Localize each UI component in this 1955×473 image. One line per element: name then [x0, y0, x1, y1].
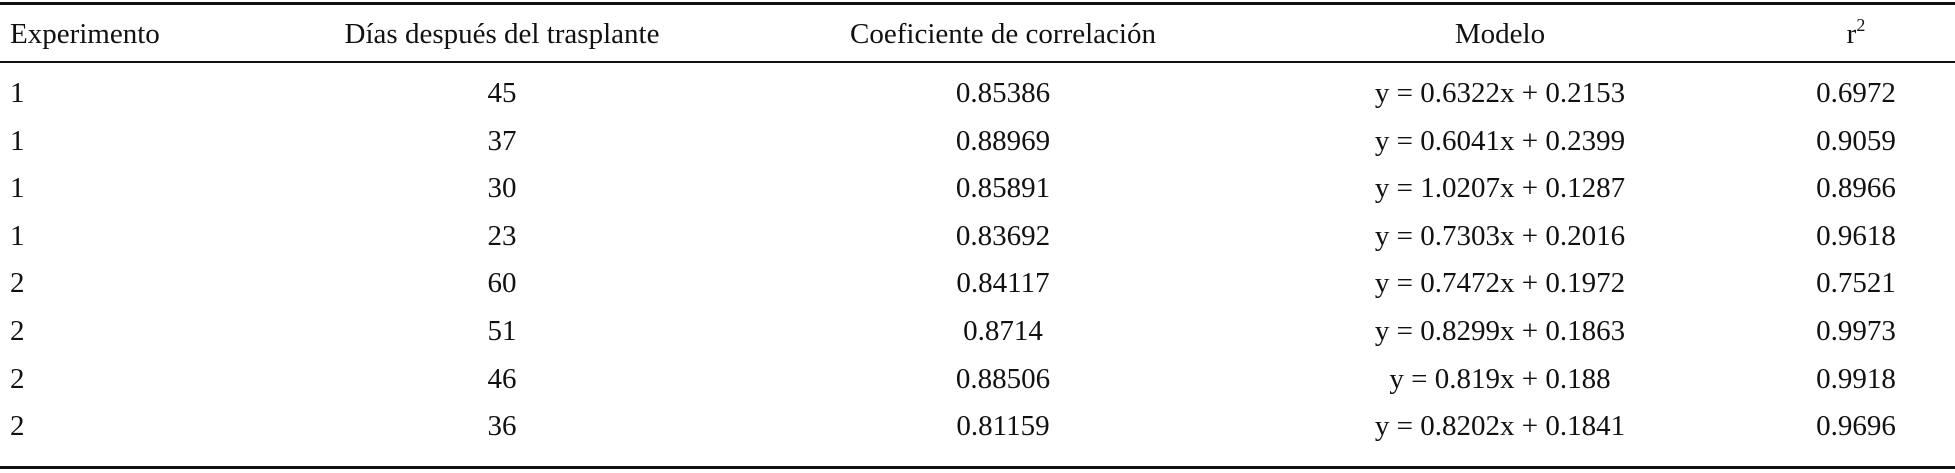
model-cell: y = 0.7303x + 0.2016	[1374, 219, 1626, 252]
days-after-transplant-cell: 30	[487, 172, 517, 205]
r-squared-cell: 0.9973	[1816, 315, 1896, 347]
header-cell: Experimento	[10, 18, 160, 50]
correlation-coefficient-cell: 0.81159	[956, 410, 1050, 443]
experiment-cell: 2	[10, 267, 25, 300]
experiment-cell: 2	[10, 410, 25, 443]
correlation-coefficient-cell: 0.84117	[956, 267, 1050, 300]
bottom-rule	[0, 466, 1955, 469]
days-after-transplant-cell: 46	[487, 362, 517, 395]
r-squared-cell: 0.9918	[1816, 362, 1896, 395]
days-after-transplant-cell: 45	[487, 77, 517, 109]
days-after-transplant-cell: 37	[487, 124, 517, 157]
r-squared-cell: 0.9618	[1816, 219, 1896, 252]
model-cell: y = 0.6041x + 0.2399	[1374, 124, 1626, 157]
header-superscript: 2	[1856, 15, 1866, 35]
model-cell: y = 0.7472x + 0.1972	[1374, 267, 1626, 300]
model-cell: y = 1.0207x + 0.1287	[1374, 172, 1626, 205]
days-after-transplant-cell: 51	[487, 315, 517, 347]
r-squared-cell: 0.9696	[1816, 410, 1896, 443]
header-rule	[0, 61, 1955, 63]
days-after-transplant-cell: 60	[487, 267, 517, 300]
experiment-cell: 2	[10, 315, 25, 347]
model-cell: y = 0.8299x + 0.1863	[1374, 315, 1626, 347]
header-cell: r2	[1847, 16, 1866, 52]
correlation-coefficient-cell: 0.85386	[955, 77, 1051, 109]
experiment-cell: 1	[10, 124, 25, 157]
header-cell: Días después del trasplante	[344, 18, 660, 50]
correlation-coefficient-cell: 0.85891	[955, 172, 1051, 205]
experiment-cell: 1	[10, 172, 25, 205]
model-cell: y = 0.8202x + 0.1841	[1374, 410, 1626, 443]
header-text: r	[1846, 18, 1857, 50]
r-squared-cell: 0.7521	[1816, 267, 1896, 300]
experiment-cell: 2	[10, 362, 25, 395]
r-squared-cell: 0.9059	[1816, 124, 1896, 157]
experiment-cell: 1	[10, 219, 25, 252]
header-cell: Modelo	[1454, 18, 1546, 50]
days-after-transplant-cell: 36	[487, 410, 517, 443]
correlation-coefficient-cell: 0.88506	[955, 362, 1051, 395]
correlation-coefficient-cell: 0.88969	[955, 124, 1051, 157]
model-cell: y = 0.819x + 0.188	[1389, 362, 1611, 395]
correlation-coefficient-cell: 0.8714	[963, 315, 1043, 347]
header-cell: Coeficiente de correlación	[850, 18, 1156, 50]
experiment-cell: 1	[10, 77, 25, 109]
model-cell: y = 0.6322x + 0.2153	[1374, 77, 1626, 109]
days-after-transplant-cell: 23	[487, 219, 517, 252]
r-squared-cell: 0.8966	[1816, 172, 1896, 205]
top-rule	[0, 2, 1955, 5]
correlation-coefficient-cell: 0.83692	[955, 219, 1051, 252]
r-squared-cell: 0.6972	[1816, 77, 1896, 109]
